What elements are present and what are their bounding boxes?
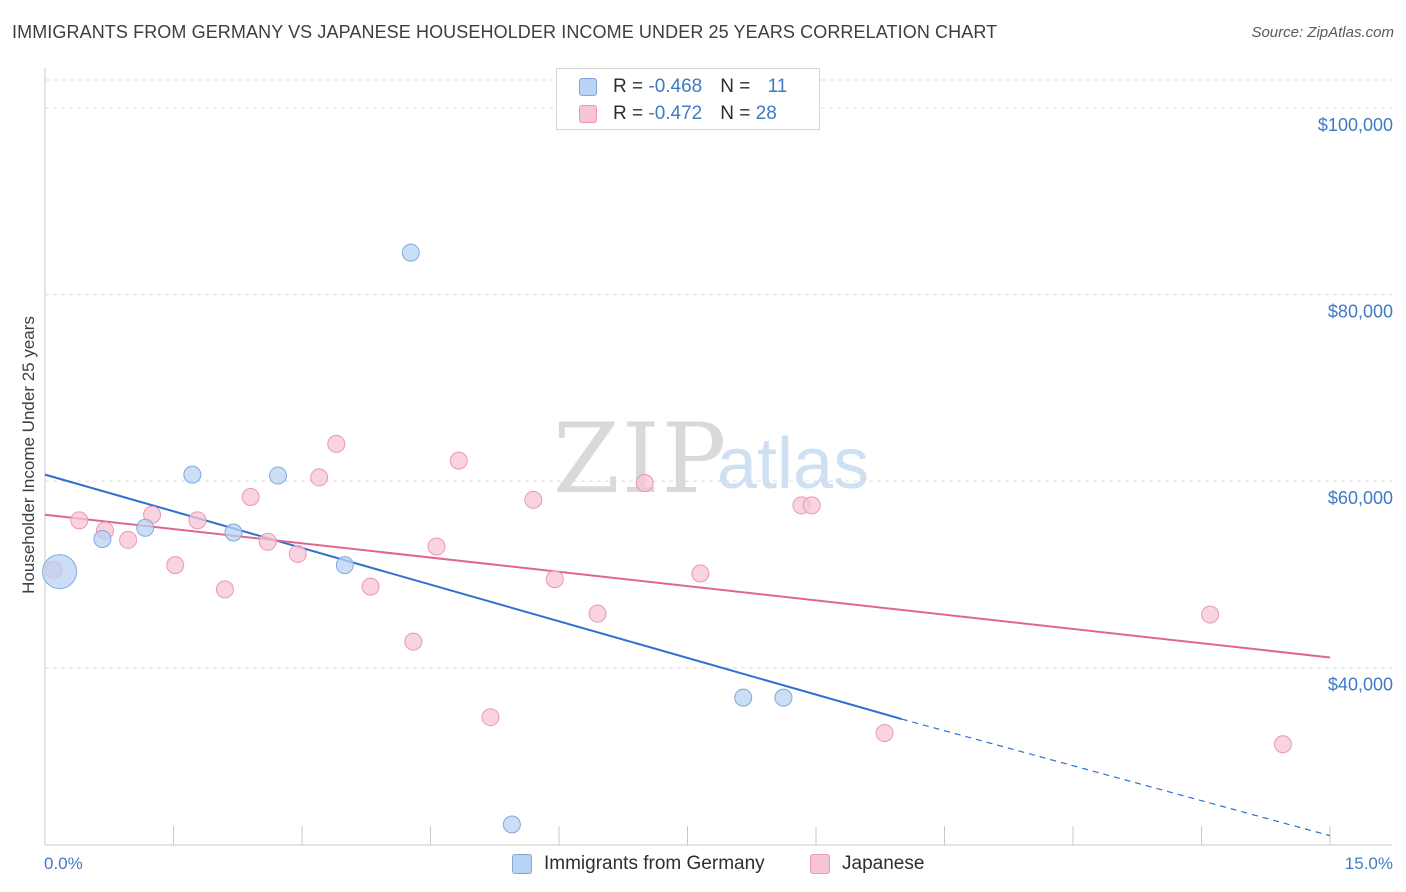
legend-n-value: 11 [767,76,788,97]
point-japanese [449,451,468,470]
point-germany [401,243,420,262]
data-points [42,243,1292,834]
legend-swatch-japanese [579,105,597,123]
point-germany [136,518,155,537]
y-tick-labels: $40,000 $60,000 $80,000 $100,000 [1318,115,1393,695]
bottom-legend-label-germany: Immigrants from Germany [544,853,765,874]
point-germany-large [42,554,78,590]
point-japanese [524,490,543,509]
point-japanese [404,632,423,651]
point-japanese [635,474,654,493]
source-credit: Source: ZipAtlas.com [1251,24,1394,41]
bottom-legend-germany[interactable]: Immigrants from Germany [512,852,765,876]
bottom-legend-japanese[interactable]: Japanese [810,852,924,876]
point-germany [183,465,202,484]
point-germany [502,815,521,834]
zipatlas-watermark: ZIP atlas [553,403,869,515]
point-germany [269,466,288,485]
legend-row-japanese: R = -0.472 N = 28 [579,101,777,127]
point-japanese [119,530,138,549]
y-tick-label: $100,000 [1318,115,1393,135]
trend-lines [44,473,1331,837]
legend-r-value: -0.468 [648,76,703,97]
y-tick-label: $80,000 [1328,302,1393,322]
point-japanese [241,488,260,507]
point-japanese [327,434,346,453]
legend-n-value: 28 [755,103,777,124]
watermark-zip: ZIP [553,403,728,515]
point-japanese [802,496,821,515]
legend-swatch-germany [579,78,597,96]
point-japanese [288,544,307,563]
axes [44,68,1392,846]
point-japanese [258,532,277,551]
bottom-legend-swatch-germany [512,854,532,874]
point-japanese [545,570,564,589]
stats-legend: R = -0.468 N = 11 R = -0.472 N = 28 [556,68,820,130]
point-japanese [1201,605,1220,624]
point-germany [93,530,112,548]
point-japanese [1273,735,1292,754]
point-germany [224,523,243,542]
legend-n-label: N = [720,76,756,97]
point-japanese [691,564,710,583]
bottom-legend-swatch-japanese [810,854,830,874]
point-japanese [166,556,185,575]
point-japanese [427,537,446,556]
y-tick-label: $60,000 [1328,488,1393,508]
legend-r-label: R = [613,103,649,124]
trend-line-japanese [44,513,1331,659]
y-axis-label: Householder Income Under 25 years [19,316,38,594]
chart-title: IMMIGRANTS FROM GERMANY VS JAPANESE HOUS… [12,22,998,42]
legend-r-value: -0.472 [648,103,703,124]
x-tick-labels: 0.0% 15.0% [44,854,1393,873]
legend-r-label: R = [613,76,649,97]
watermark-atlas: atlas [717,424,869,504]
point-germany [335,556,354,575]
point-japanese [361,577,380,596]
point-japanese [310,468,329,487]
grid-lines [45,79,1392,669]
bottom-legend-label-japanese: Japanese [842,853,925,874]
x-tick-label: 15.0% [1345,854,1393,873]
point-japanese [875,724,894,743]
point-japanese [215,580,234,599]
point-germany [734,688,753,707]
legend-n-label: N = [720,103,756,124]
point-japanese [588,604,607,623]
trend-line-germany [44,473,902,721]
trend-line-germany-extension [901,718,1331,837]
point-japanese [481,708,500,727]
legend-row-germany: R = -0.468 N = 11 [579,74,787,100]
y-tick-label: $40,000 [1328,675,1393,695]
x-tick-label: 0.0% [44,854,83,873]
point-japanese [70,511,89,530]
point-germany [774,688,793,707]
point-japanese [188,511,207,530]
